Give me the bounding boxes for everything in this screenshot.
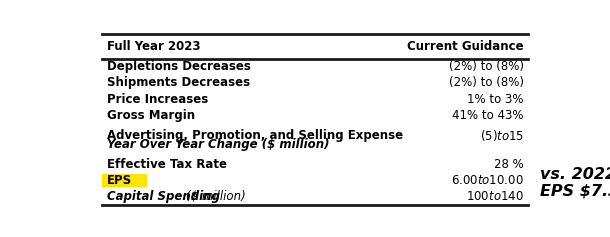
- Text: Year Over Year Change ($ million): Year Over Year Change ($ million): [107, 138, 329, 151]
- Text: 41% to 43%: 41% to 43%: [453, 109, 524, 122]
- Text: Shipments Decreases: Shipments Decreases: [107, 77, 250, 90]
- Text: Current Guidance: Current Guidance: [407, 40, 524, 53]
- Text: EPS: EPS: [107, 174, 132, 187]
- Text: Full Year 2023: Full Year 2023: [107, 40, 201, 53]
- Text: EPS $7.38: EPS $7.38: [540, 183, 610, 198]
- Text: vs. 2022: vs. 2022: [540, 167, 610, 182]
- Text: Effective Tax Rate: Effective Tax Rate: [107, 158, 227, 171]
- Text: (2%) to (8%): (2%) to (8%): [449, 60, 524, 73]
- Text: Capital Spending: Capital Spending: [107, 191, 224, 203]
- Text: Price Increases: Price Increases: [107, 93, 208, 106]
- Bar: [102, 174, 147, 187]
- Text: Depletions Decreases: Depletions Decreases: [107, 60, 251, 73]
- Text: (2%) to (8%): (2%) to (8%): [449, 77, 524, 90]
- Text: $6.00 to $10.00: $6.00 to $10.00: [451, 174, 524, 187]
- Text: ($5) to $15: ($5) to $15: [479, 128, 524, 143]
- Text: 1% to 3%: 1% to 3%: [467, 93, 524, 106]
- Text: Advertising, Promotion, and Selling Expense: Advertising, Promotion, and Selling Expe…: [107, 129, 403, 142]
- Text: Gross Margin: Gross Margin: [107, 109, 195, 122]
- Text: ($ million): ($ million): [187, 191, 246, 203]
- Text: 28 %: 28 %: [494, 158, 524, 171]
- Text: $100 to $140: $100 to $140: [466, 191, 524, 203]
